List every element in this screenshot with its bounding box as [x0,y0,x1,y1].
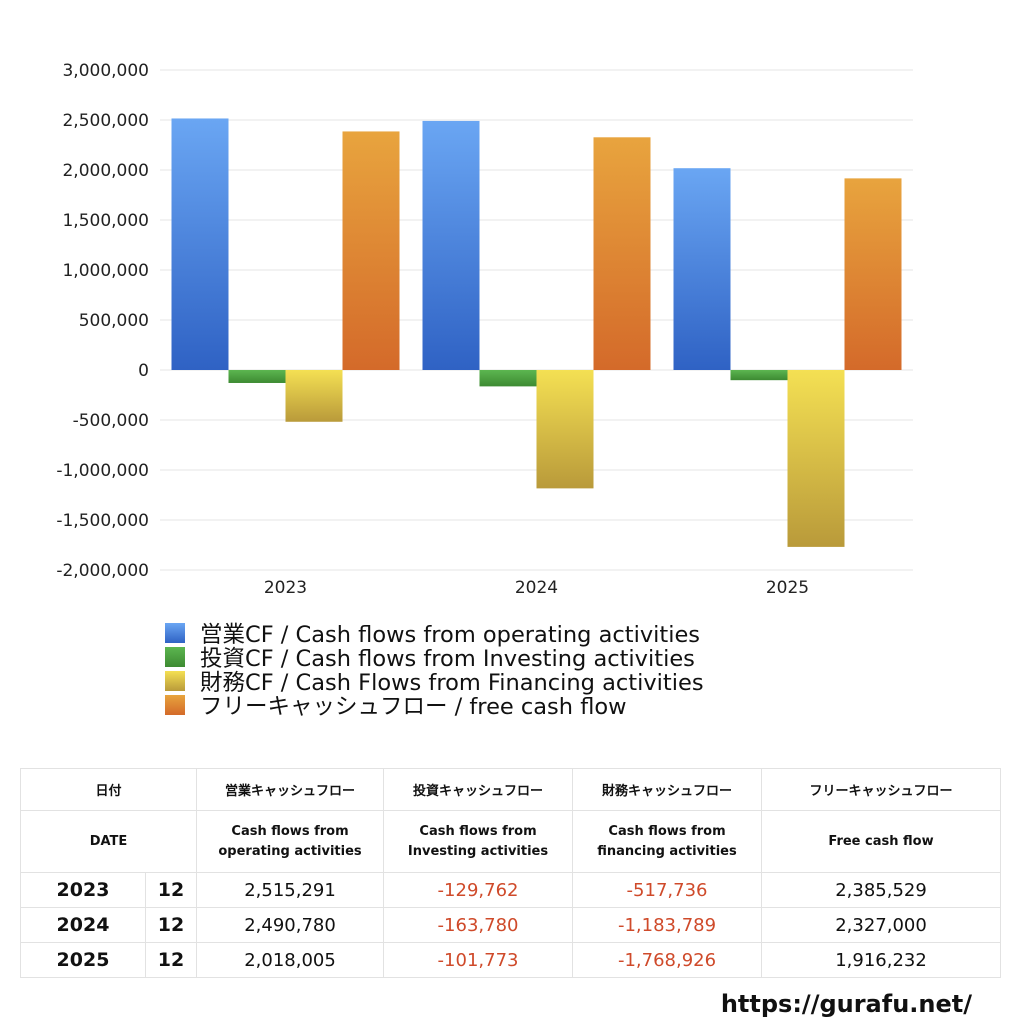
row-free: 1,916,232 [761,942,1002,978]
cash-flow-chart: 3,000,000 2,500,000 2,000,000 1,500,000 1,00… [56,61,913,598]
bar-investing [479,370,537,387]
header-investing-en: Cash flows from Investing activities [383,810,574,873]
header-operating-jp: 営業キャッシュフロー [196,768,385,811]
row-year: 2025 [20,942,146,978]
legend-item-investing: 投資CF / Cash flows from Investing activit… [165,645,704,672]
bar-financing [285,370,343,422]
row-operating: 2,018,005 [196,942,385,978]
header-date-jp: 日付 [19,768,198,811]
legend-label-investing: 投資CF / Cash flows from Investing activit… [200,646,695,672]
row-investing: -163,780 [383,907,574,943]
legend-item-financing: 財務CF / Cash Flows from Financing activit… [165,669,704,696]
header-financing-en-line1: Cash flows from [608,823,726,839]
table-header-en: DATE Cash flows from operating activities… [19,810,1002,873]
bar-financing [787,370,845,547]
y-tick-label: 2,000,000 [62,161,149,181]
row-financing: -1,183,789 [572,907,763,943]
header-operating-en-line1: Cash flows from [231,823,349,839]
legend-swatch-financing [165,671,185,691]
legend-swatch-operating [165,623,185,643]
bars [171,118,902,547]
bar-investing [730,370,788,381]
bar-free [593,137,651,370]
row-month: 12 [144,907,198,943]
legend-label-financing: 財務CF / Cash Flows from Financing activit… [200,670,704,696]
header-financing-en: Cash flows from financing activities [572,810,763,873]
header-financing-jp: 財務キャッシュフロー [572,768,763,811]
table-row: 2024 12 2,490,780 -163,780 -1,183,789 2,… [20,907,1002,943]
y-axis: 3,000,000 2,500,000 2,000,000 1,500,000 1,00… [56,61,149,581]
row-year: 2023 [20,872,146,908]
header-free-jp: フリーキャッシュフロー [761,768,1002,811]
x-tick-label: 2024 [515,578,558,598]
header-investing-en-line2: Investing activities [407,843,549,859]
bar-investing [228,370,286,383]
bar-free [844,178,902,370]
x-axis: 2023 2024 2025 [264,578,809,598]
x-tick-label: 2025 [766,578,809,598]
table-header-jp: 日付 営業キャッシュフロー 投資キャッシュフロー 財務キャッシュフロー フリーキ… [19,768,1002,811]
row-operating: 2,490,780 [196,907,385,943]
row-financing: -517,736 [572,872,763,908]
row-operating: 2,515,291 [196,872,385,908]
header-date-en: DATE [19,810,198,873]
y-tick-label: -1,000,000 [56,461,149,481]
y-tick-label: 0 [138,361,149,381]
site-url[interactable]: https://gurafu.net/ [720,990,972,1018]
header-investing-jp: 投資キャッシュフロー [383,768,574,811]
y-tick-label: 1,500,000 [62,211,149,231]
row-free: 2,385,529 [761,872,1002,908]
table-row: 2023 12 2,515,291 -129,762 -517,736 2,38… [20,872,1002,908]
legend: 営業CF / Cash flows from operating activit… [165,621,704,720]
bar-operating [171,118,229,370]
x-tick-label: 2023 [264,578,307,598]
header-investing-en-line1: Cash flows from [419,823,537,839]
legend-item-free: フリーキャッシュフロー / free cash flow [165,693,704,720]
bar-operating [673,168,731,370]
y-tick-label: -1,500,000 [56,511,149,531]
row-investing: -129,762 [383,872,574,908]
y-tick-label: -500,000 [73,411,149,431]
header-operating-en: Cash flows from operating activities [196,810,385,873]
header-free-en: Free cash flow [761,810,1002,873]
row-month: 12 [144,872,198,908]
table-row: 2025 12 2,018,005 -101,773 -1,768,926 1,… [20,942,1002,978]
header-operating-en-line2: operating activities [218,843,362,859]
y-tick-label: 1,000,000 [62,261,149,281]
y-tick-label: 2,500,000 [62,111,149,131]
y-tick-label: 3,000,000 [62,61,149,81]
y-tick-label: 500,000 [79,311,149,331]
legend-label-free: フリーキャッシュフロー / free cash flow [200,694,627,720]
y-tick-label: -2,000,000 [56,561,149,581]
legend-item-operating: 営業CF / Cash flows from operating activit… [165,621,704,648]
bar-free [342,131,400,370]
row-investing: -101,773 [383,942,574,978]
legend-swatch-free [165,695,185,715]
bar-operating [422,120,480,370]
header-financing-en-line2: financing activities [597,843,737,859]
row-financing: -1,768,926 [572,942,763,978]
row-year: 2024 [20,907,146,943]
cash-flow-table: 日付 営業キャッシュフロー 投資キャッシュフロー 財務キャッシュフロー フリーキ… [19,768,1002,978]
row-free: 2,327,000 [761,907,1002,943]
legend-swatch-investing [165,647,185,667]
bar-financing [536,370,594,489]
legend-label-operating: 営業CF / Cash flows from operating activit… [200,622,701,648]
row-month: 12 [144,942,198,978]
